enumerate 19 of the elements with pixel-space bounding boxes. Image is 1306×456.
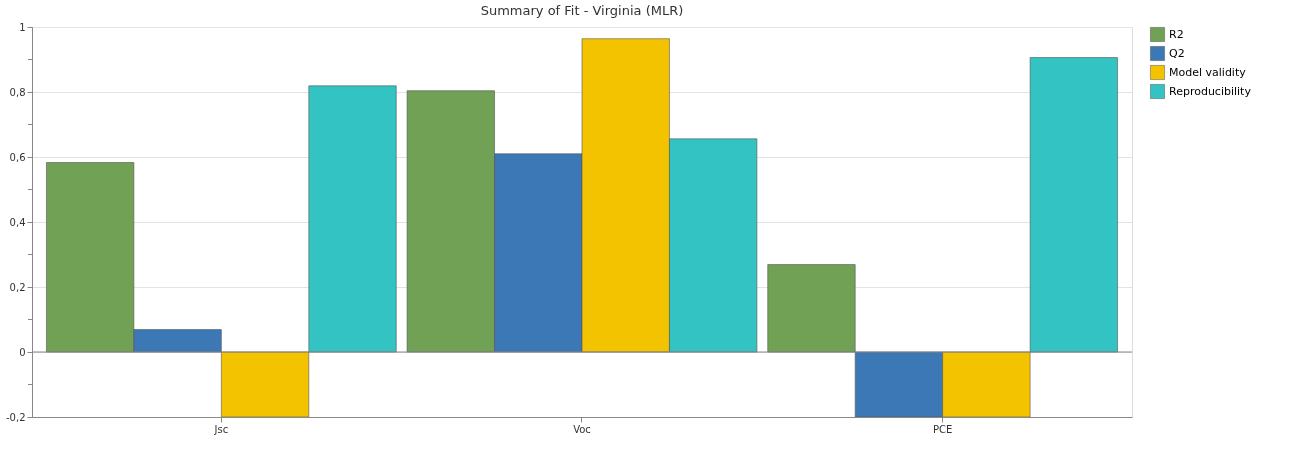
- y-tick-label: 0,6: [9, 151, 26, 163]
- x-tick-label: Jsc: [213, 423, 229, 435]
- bar: [767, 264, 856, 353]
- x-tick-label: Voc: [573, 423, 591, 435]
- y-tick-label: -0,2: [5, 411, 26, 423]
- chart-title: Summary of Fit - Virginia (MLR): [480, 3, 684, 18]
- y-tick-label: 0,2: [9, 281, 26, 293]
- bar: [221, 351, 310, 417]
- legend-label: Reproducibility: [1169, 84, 1252, 98]
- bar: [308, 85, 397, 353]
- y-tick-label: 0,8: [9, 86, 26, 98]
- bar: [1029, 57, 1118, 353]
- y-tick-label: 0,4: [9, 216, 26, 228]
- legend-label: R2: [1169, 27, 1184, 41]
- y-tick-label: 0: [19, 346, 26, 358]
- legend-label: Model validity: [1169, 65, 1247, 79]
- y-tick-label: 1: [19, 21, 26, 33]
- legend-label: Q2: [1169, 46, 1185, 60]
- x-tick-label: PCE: [932, 423, 953, 435]
